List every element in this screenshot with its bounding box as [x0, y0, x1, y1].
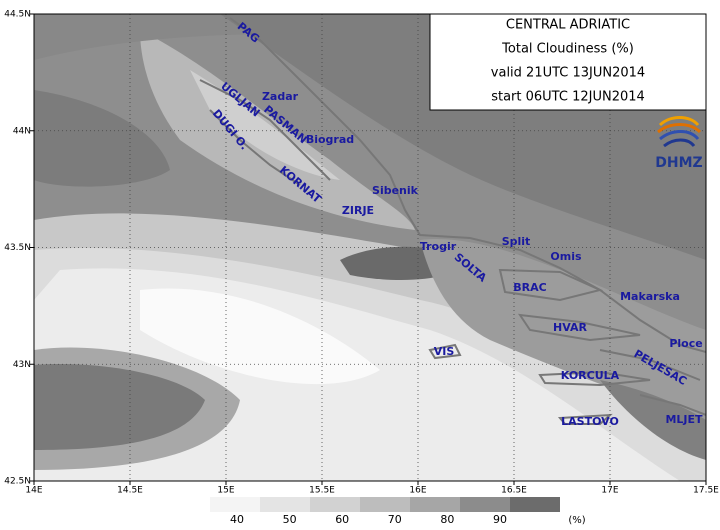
- lat-label: 43N: [13, 360, 31, 370]
- place-label: Sibenik: [372, 184, 419, 197]
- place-label: MLJET: [665, 413, 703, 426]
- lon-label: 17.5E: [693, 486, 719, 496]
- place-label: Ploce: [669, 337, 702, 350]
- legend-unit: (%): [568, 515, 585, 526]
- lat-label: 43.5N: [4, 243, 31, 253]
- lon-label: 14E: [25, 486, 42, 496]
- legend-swatch: [410, 497, 460, 512]
- title-line: Total Cloudiness (%): [501, 42, 634, 57]
- lon-label: 15.5E: [309, 486, 335, 496]
- legend-label: 50: [283, 513, 297, 526]
- place-label: BRAC: [513, 281, 546, 294]
- legend-label: 40: [230, 513, 244, 526]
- lon-label: 17E: [601, 486, 618, 496]
- lon-label: 14.5E: [117, 486, 143, 496]
- lon-label: 16.5E: [501, 486, 527, 496]
- lat-label: 42.5N: [4, 477, 31, 487]
- legend-swatch: [510, 497, 560, 512]
- place-label: Omis: [550, 250, 582, 263]
- title-line: valid 21UTC 13JUN2014: [491, 66, 645, 81]
- place-label: HVAR: [553, 321, 587, 334]
- title-line: CENTRAL ADRIATIC: [506, 18, 630, 33]
- lon-label: 15E: [217, 486, 234, 496]
- lat-label: 44.5N: [4, 10, 31, 20]
- lat-label: 44N: [13, 126, 31, 136]
- legend-swatch: [260, 497, 310, 512]
- place-label: LASTOVO: [561, 415, 619, 428]
- legend-swatch: [360, 497, 410, 512]
- legend-swatch: [460, 497, 510, 512]
- place-label: Trogir: [420, 240, 457, 253]
- place-label: Zadar: [262, 90, 299, 103]
- place-label: Split: [502, 235, 531, 248]
- legend-label: 70: [388, 513, 402, 526]
- legend-label: 60: [335, 513, 349, 526]
- legend-swatch: [310, 497, 360, 512]
- graticule: [34, 14, 706, 481]
- legend-swatch: [210, 497, 260, 512]
- place-label: Biograd: [306, 133, 354, 146]
- legend-label: 90: [493, 513, 507, 526]
- logo-text: DHMZ: [655, 155, 702, 171]
- place-label: KORCULA: [561, 369, 620, 382]
- place-label: Makarska: [620, 290, 680, 303]
- legend-label: 80: [440, 513, 454, 526]
- dhmz-logo: [657, 116, 702, 148]
- place-label: ZIRJE: [342, 204, 374, 217]
- coastline: [199, 17, 706, 425]
- lon-label: 16E: [409, 486, 426, 496]
- place-label: VIS: [434, 345, 455, 358]
- title-box: [429, 13, 707, 111]
- title-line: start 06UTC 12JUN2014: [491, 90, 645, 105]
